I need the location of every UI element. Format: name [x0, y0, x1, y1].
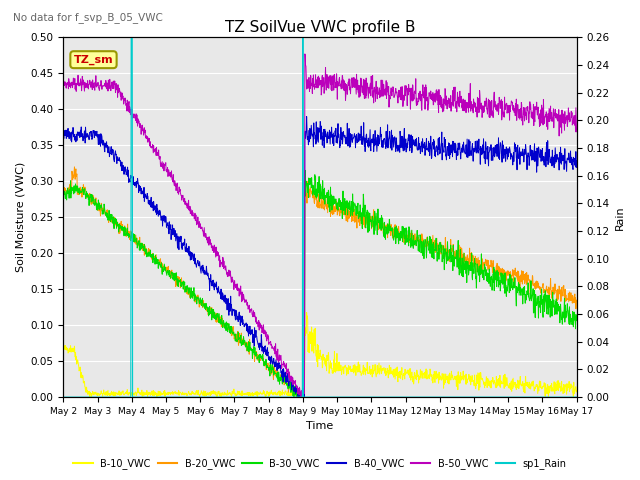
B-30_VWC [173, 283, 181, 288]
B-10_VWC [174, 390, 182, 396]
B-50_VWC [467, 98, 475, 104]
B-50_VWC [400, 97, 408, 103]
B-50_VWC [161, 162, 169, 168]
B-10_VWC [467, 375, 475, 381]
sp1_Rain [174, 394, 182, 400]
B-50_VWC [173, 188, 181, 194]
B-30_VWC [231, 332, 239, 337]
B-50_VWC [298, 394, 306, 400]
Line: B-40_VWC: B-40_VWC [63, 117, 577, 397]
B-10_VWC [573, 388, 580, 394]
B-20_VWC [400, 240, 408, 245]
Text: TZ_sm: TZ_sm [74, 55, 113, 65]
B-40_VWC [60, 128, 67, 134]
B-30_VWC [290, 394, 298, 400]
sp1_Rain [400, 394, 408, 400]
B-10_VWC [513, 387, 520, 393]
X-axis label: Time: Time [307, 421, 333, 432]
sp1_Rain [573, 394, 580, 400]
B-10_VWC [303, 310, 310, 315]
Legend: B-10_VWC, B-20_VWC, B-30_VWC, B-40_VWC, B-50_VWC, sp1_Rain: B-10_VWC, B-20_VWC, B-30_VWC, B-40_VWC, … [69, 454, 571, 473]
B-40_VWC [573, 158, 580, 164]
B-20_VWC [513, 270, 520, 276]
B-20_VWC [70, 164, 78, 170]
B-20_VWC [467, 256, 475, 262]
B-30_VWC [513, 303, 520, 309]
Title: TZ SoilVue VWC profile B: TZ SoilVue VWC profile B [225, 20, 415, 35]
B-20_VWC [161, 267, 169, 273]
B-40_VWC [513, 155, 520, 161]
B-20_VWC [60, 188, 67, 194]
Line: B-10_VWC: B-10_VWC [63, 312, 577, 397]
B-50_VWC [231, 283, 239, 289]
Line: B-20_VWC: B-20_VWC [63, 167, 577, 397]
Y-axis label: Soil Moisture (VWC): Soil Moisture (VWC) [15, 162, 25, 272]
B-40_VWC [400, 133, 408, 139]
B-40_VWC [231, 307, 239, 313]
B-10_VWC [232, 393, 239, 399]
sp1_Rain [161, 394, 169, 400]
Line: B-50_VWC: B-50_VWC [63, 54, 577, 397]
B-20_VWC [232, 334, 239, 340]
B-10_VWC [161, 391, 169, 396]
sp1_Rain [232, 394, 239, 400]
Text: No data for f_svp_B_05_VWC: No data for f_svp_B_05_VWC [13, 12, 163, 23]
B-30_VWC [60, 192, 67, 198]
sp1_Rain [467, 394, 474, 400]
B-40_VWC [294, 394, 302, 400]
B-50_VWC [60, 84, 67, 90]
B-20_VWC [291, 394, 298, 400]
B-30_VWC [573, 318, 580, 324]
B-30_VWC [400, 233, 408, 239]
Line: sp1_Rain: sp1_Rain [63, 37, 577, 397]
sp1_Rain [60, 394, 67, 400]
sp1_Rain [512, 394, 520, 400]
B-30_VWC [161, 267, 169, 273]
B-40_VWC [467, 153, 475, 158]
B-40_VWC [303, 114, 310, 120]
B-20_VWC [573, 297, 580, 303]
Y-axis label: Rain: Rain [615, 205, 625, 229]
B-30_VWC [301, 168, 309, 173]
sp1_Rain [127, 35, 135, 40]
B-10_VWC [86, 394, 93, 400]
B-50_VWC [301, 51, 308, 57]
Line: B-30_VWC: B-30_VWC [63, 170, 577, 397]
B-50_VWC [513, 96, 520, 102]
B-10_VWC [400, 372, 408, 378]
B-20_VWC [174, 278, 182, 284]
B-40_VWC [173, 245, 181, 251]
B-10_VWC [60, 345, 67, 351]
B-30_VWC [467, 267, 475, 273]
B-50_VWC [573, 129, 580, 134]
B-40_VWC [161, 219, 169, 225]
